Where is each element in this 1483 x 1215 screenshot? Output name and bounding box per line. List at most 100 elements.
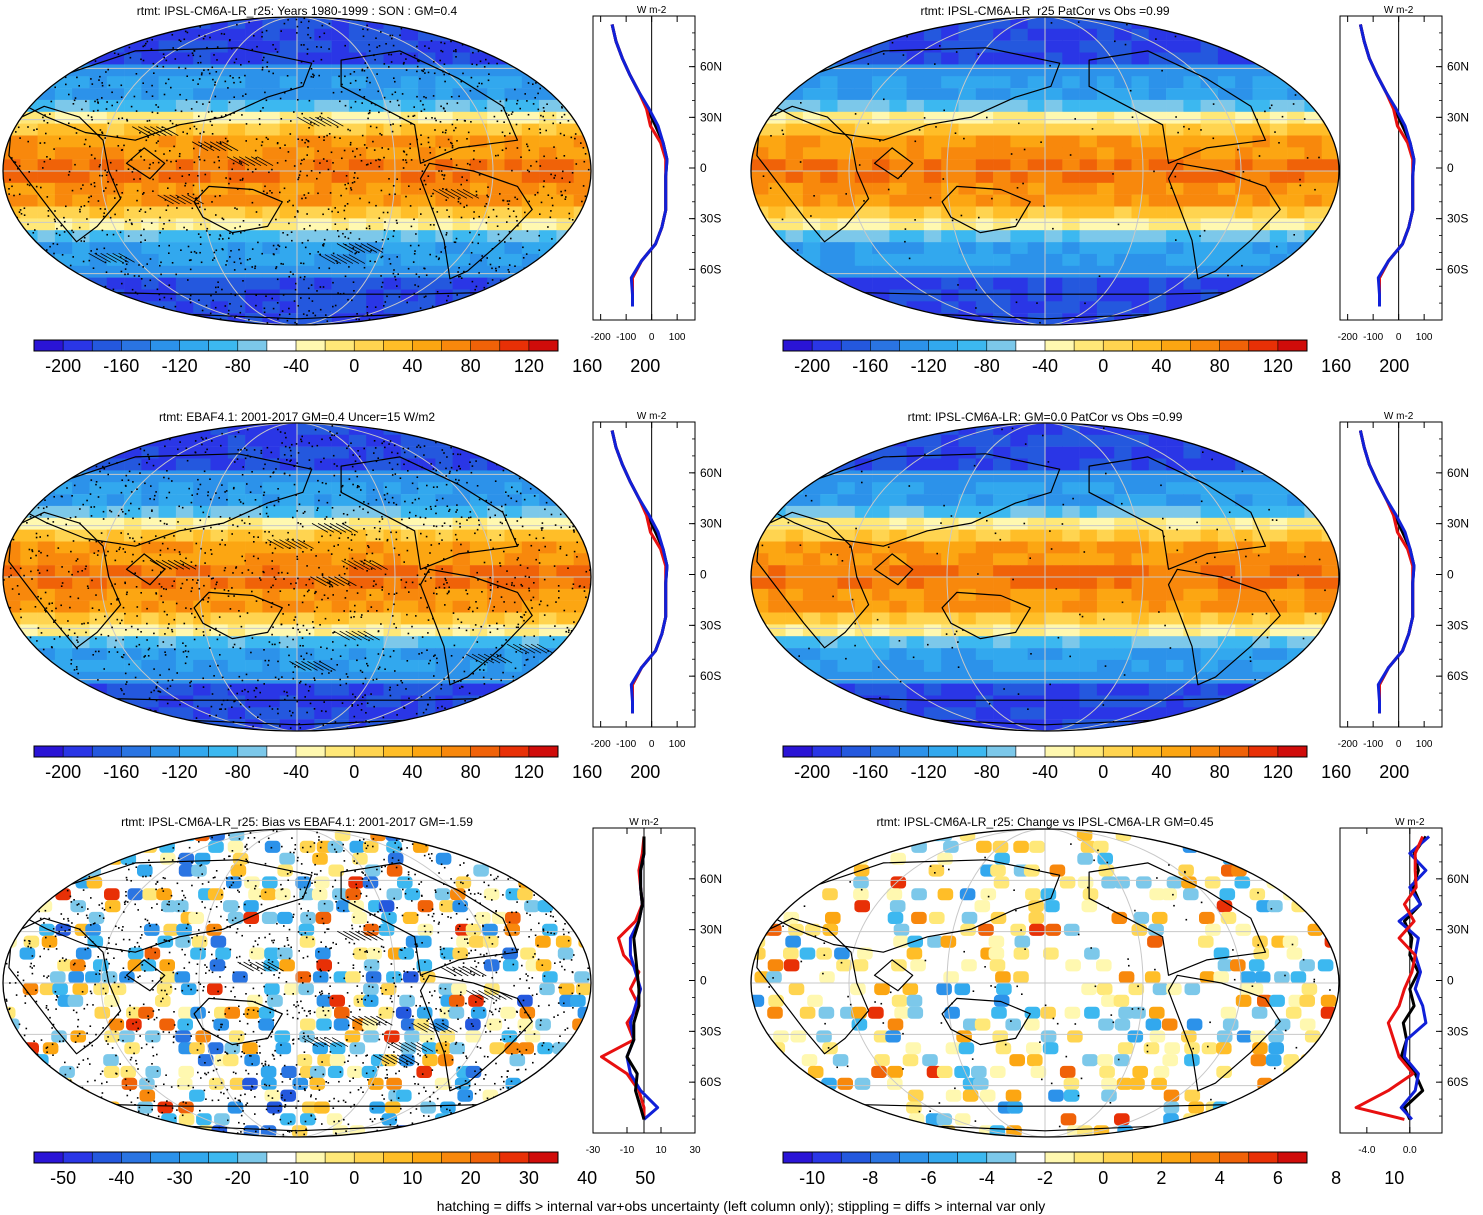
colorbar: -200 -160 -120 -80 -40 0 40 80 120 160 200 <box>33 339 660 376</box>
colorbar-swatch <box>266 746 297 757</box>
profile-line-model <box>1399 835 1428 1121</box>
colorbar-swatch <box>92 746 122 757</box>
panel-title: rtmt: IPSL-CM6A-LR: GM=0.0 PatCor vs Obs… <box>908 410 1183 424</box>
colorbar-swatch <box>470 1152 501 1163</box>
colorbar: -50 -40 -30 -20 -10 0 10 20 30 40 50 <box>33 1151 655 1188</box>
colorbar-label: -160 <box>103 356 139 376</box>
colorbar-swatch <box>1132 340 1162 351</box>
colorbar-swatch <box>870 340 900 351</box>
world-map <box>2 422 592 732</box>
colorbar-label: -200 <box>45 762 81 782</box>
colorbar-swatch <box>296 1152 326 1163</box>
colorbar-label: 120 <box>1263 356 1293 376</box>
lat-tick-label: 60N <box>1447 872 1469 886</box>
colorbar-label: -120 <box>911 762 947 782</box>
colorbar-swatch <box>499 340 530 351</box>
x-tick-label: -200 <box>1338 332 1358 343</box>
colorbar-swatch <box>1103 1152 1133 1163</box>
colorbar-swatch <box>63 340 93 351</box>
colorbar-swatch <box>1045 340 1075 351</box>
panel-title: rtmt: IPSL-CM6A-LR_r25: Change vs IPSL-C… <box>876 815 1213 829</box>
colorbar-label: 0 <box>349 1168 359 1188</box>
colorbar-swatch <box>1161 1152 1191 1163</box>
x-tick-label: 0.0 <box>1403 1145 1417 1156</box>
panel-4: rtmt: IPSL-CM6A-LR: GM=0.0 PatCor vs Obs… <box>750 410 1469 782</box>
colorbar-swatch <box>92 1152 122 1163</box>
colorbar-swatch <box>1219 340 1250 351</box>
colorbar-swatch <box>34 340 64 351</box>
colorbar-label: -80 <box>974 356 1000 376</box>
profile-line-alt <box>1358 430 1416 714</box>
profile-frame <box>1339 15 1443 321</box>
colorbar-label: -120 <box>911 356 947 376</box>
panel-title: rtmt: IPSL-CM6A-LR_r25: Bias vs EBAF4.1:… <box>121 815 473 829</box>
colorbar-swatch <box>986 340 1017 351</box>
colorbar-swatch <box>1074 340 1104 351</box>
x-tick-label: -200 <box>1338 739 1358 750</box>
zonal-profile: 60N 30N 0 30S 60S -200 -100 0 100 W m-2 <box>1338 5 1469 343</box>
colorbar-swatch <box>325 340 355 351</box>
map-field <box>751 17 1339 325</box>
profile-line-alt <box>610 24 669 307</box>
profile-frame <box>592 15 696 321</box>
graticule <box>3 17 591 325</box>
colorbar-swatch <box>957 1152 988 1163</box>
colorbar-swatch <box>528 1152 559 1163</box>
colorbar-label: -200 <box>794 762 830 782</box>
colorbar-swatch <box>63 746 93 757</box>
colorbar-swatch <box>92 340 122 351</box>
colorbar-swatch <box>1161 746 1191 757</box>
world-map <box>750 16 1340 326</box>
profile-line-alt <box>625 836 660 1121</box>
lat-tick-label: 30N <box>700 923 722 937</box>
profile-unit: W m-2 <box>637 411 667 422</box>
colorbar-swatch <box>441 1152 471 1163</box>
colorbar-label: 0 <box>1098 1168 1108 1188</box>
colorbar-swatch <box>783 1152 813 1163</box>
lat-tick-label: 60S <box>1447 262 1468 276</box>
zonal-profile: 60N 30N 0 30S 60S -200 -100 0 100 W m-2 <box>1338 411 1469 750</box>
colorbar-swatch <box>1132 1152 1162 1163</box>
colorbar-swatch <box>783 746 813 757</box>
lat-tick-label: 30N <box>700 517 722 531</box>
panel-5: rtmt: IPSL-CM6A-LR_r25: Bias vs EBAF4.1:… <box>2 815 722 1188</box>
lat-tick-label: 30N <box>1447 923 1469 937</box>
colorbar-label: -4 <box>979 1168 995 1188</box>
lat-tick-label: 0 <box>700 161 707 175</box>
x-tick-label: 0 <box>1396 739 1402 750</box>
colorbar-swatch <box>1103 340 1133 351</box>
stippling <box>761 427 1326 723</box>
lat-tick-label: 60N <box>700 60 722 74</box>
map-border <box>2 422 592 732</box>
colorbar-label: 6 <box>1273 1168 1283 1188</box>
colorbar-swatch <box>412 746 442 757</box>
colorbar-swatch <box>121 746 151 757</box>
colorbar-swatch <box>383 746 413 757</box>
colorbar-swatch <box>841 340 871 351</box>
colorbar-swatch <box>870 746 900 757</box>
colorbar-swatch <box>841 1152 871 1163</box>
colorbar-label: 160 <box>1321 356 1351 376</box>
profile-line-model <box>625 836 646 1120</box>
lat-tick-label: 30S <box>700 212 721 226</box>
colorbar-swatch <box>499 746 530 757</box>
colorbar-label: -50 <box>50 1168 76 1188</box>
x-tick-label: -100 <box>1363 739 1383 750</box>
colorbar-swatch <box>296 340 326 351</box>
lat-tick-label: 0 <box>1447 161 1454 175</box>
colorbar-swatch <box>354 746 384 757</box>
lat-tick-label: 30S <box>1447 618 1468 632</box>
colorbar-swatch <box>208 340 239 351</box>
x-tick-label: -200 <box>591 739 611 750</box>
hatching <box>149 523 554 671</box>
colorbar-swatch <box>237 746 268 757</box>
profile-unit: W m-2 <box>1384 411 1414 422</box>
colorbar-label: -40 <box>1032 356 1058 376</box>
x-tick-label: 100 <box>1416 332 1433 343</box>
x-tick-label: 100 <box>1416 739 1433 750</box>
colorbar-swatch <box>957 340 988 351</box>
colorbar-swatch <box>1248 746 1279 757</box>
stippling <box>768 843 1331 1136</box>
colorbar-swatch <box>121 340 151 351</box>
